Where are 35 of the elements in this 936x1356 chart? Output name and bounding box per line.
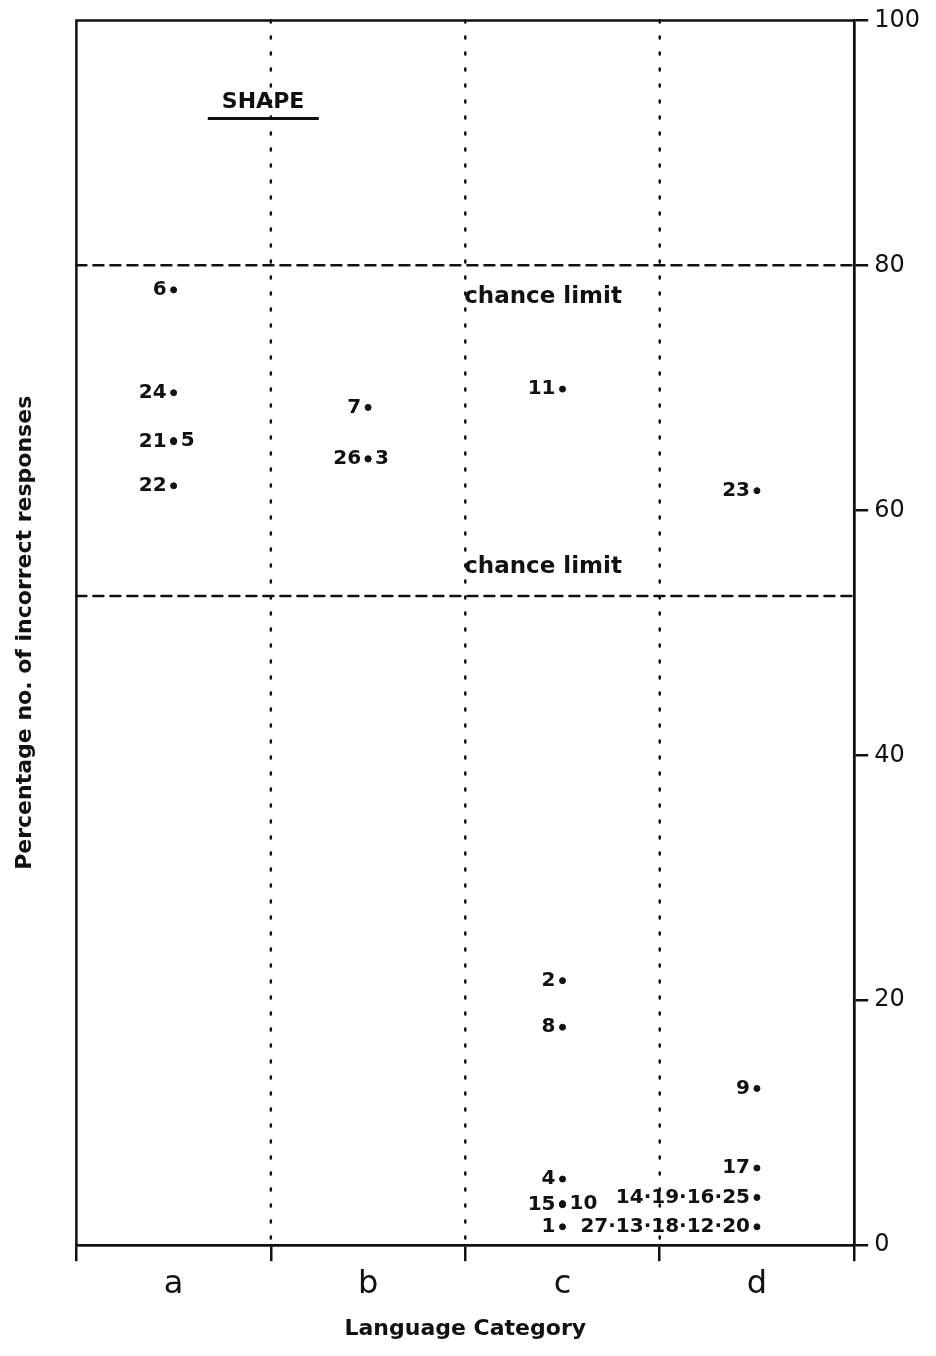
series-label: 22 — [138, 472, 167, 497]
y-tick-label: 40 — [874, 739, 905, 768]
y-axis-title: Percentage no. of incorrect responses — [10, 395, 36, 870]
ref-line-label: chance limit — [464, 281, 622, 308]
series-label: 5 — [180, 426, 195, 451]
series-label: 27·13·18·12·20 — [580, 1213, 750, 1238]
x-tick-label: d — [746, 1262, 768, 1301]
series-label: 17 — [722, 1154, 750, 1179]
series-label: 10 — [569, 1189, 598, 1214]
series-label: 21 — [138, 427, 167, 452]
series-label: 15 — [527, 1190, 556, 1215]
y-tick-label: 0 — [874, 1229, 890, 1258]
series-label: 4 — [541, 1165, 556, 1190]
series-label: 3 — [375, 445, 389, 470]
y-tick-label: 100 — [874, 4, 920, 33]
text: SHAPE — [207, 88, 319, 121]
series-label: 7 — [347, 393, 362, 418]
series-label: 2 — [541, 966, 556, 991]
y-tick-label: 60 — [874, 494, 905, 523]
y-tick-label: 80 — [874, 249, 905, 278]
series-label: 14·19·16·25 — [615, 1183, 750, 1208]
series-label: 11 — [527, 375, 556, 400]
series-label: 1 — [541, 1213, 556, 1238]
series-label: 6 — [152, 276, 167, 301]
y-tick-label: 20 — [874, 984, 905, 1013]
series-label: 23 — [722, 476, 750, 501]
x-tick-label: b — [357, 1262, 379, 1301]
series-label: 26 — [333, 445, 362, 470]
x-tick-label: c — [553, 1262, 572, 1301]
series-label: 24 — [138, 378, 167, 403]
ref-line-label: chance limit — [464, 551, 622, 578]
x-axis-title: Language Category — [344, 1314, 587, 1340]
series-label: 8 — [541, 1013, 556, 1038]
series-label: 9 — [736, 1074, 750, 1099]
x-tick-label: a — [163, 1262, 184, 1301]
